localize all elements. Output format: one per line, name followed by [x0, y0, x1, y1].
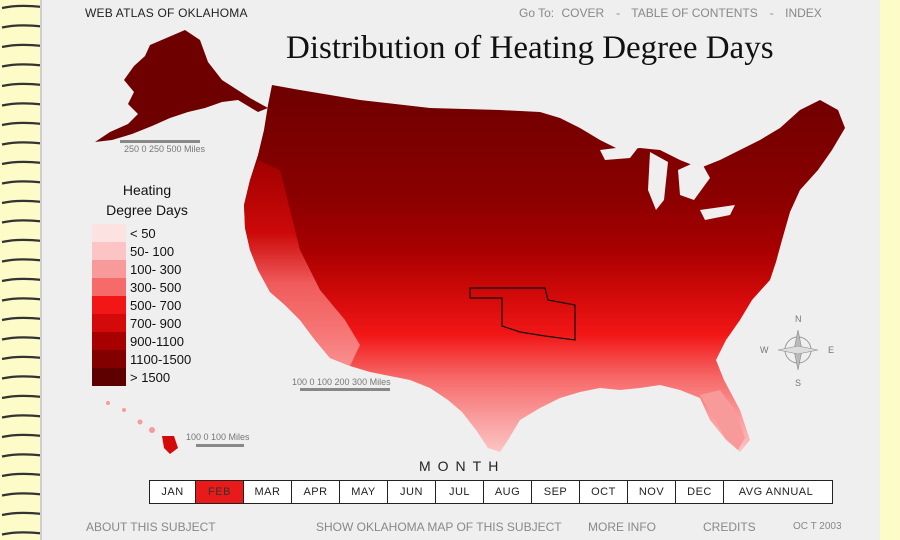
page-edge [880, 0, 900, 540]
month-button-avg-annual[interactable]: AVG ANNUAL [738, 486, 814, 498]
west-coast-region [244, 160, 360, 366]
alaska-scale-bar: 250 0 250 500 Miles [120, 140, 206, 154]
atlas-title: WEB ATLAS OF OKLAHOMA [85, 6, 248, 20]
hawaii-scale-bar: 100 0 100 Miles [186, 432, 250, 447]
nav-separator: - [769, 6, 774, 20]
legend-swatch [92, 314, 126, 332]
month-button-jun[interactable]: JUN [388, 481, 436, 503]
month-button-sep[interactable]: SEP [532, 481, 580, 503]
more-info-link[interactable]: MORE INFO [588, 520, 656, 534]
legend-label: 900-1100 [130, 333, 184, 349]
month-button-aug[interactable]: AUG [484, 481, 532, 503]
legend-swatch [92, 278, 126, 296]
legend-title: Heating Degree Days [92, 180, 202, 220]
about-link[interactable]: ABOUT THIS SUBJECT [86, 520, 216, 534]
month-button-dec[interactable]: DEC [676, 481, 724, 503]
compass-n: N [795, 314, 802, 324]
month-button-jan[interactable]: JAN [150, 481, 196, 503]
legend-item: 900-1100 [92, 332, 212, 350]
legend-title-line1: Heating [122, 182, 172, 198]
great-lakes [600, 145, 735, 220]
alaska-scale-label: 250 0 250 500 Miles [124, 144, 206, 154]
legend-items: < 50 50- 100 100- 300 300- 500 500- 700 700- … [92, 224, 212, 386]
legend-swatch [92, 332, 126, 350]
legend-swatch [92, 224, 126, 242]
month-selector: JAN FEB MAR APR MAY JUN JUL AUG SEP OCT NOV DEC AVG … [149, 480, 833, 504]
month-button-may[interactable]: MAY [340, 481, 388, 503]
goto-nav: Go To: COVER - TABLE OF CONTENTS - INDEX [519, 6, 826, 20]
legend-item: < 50 [92, 224, 212, 242]
legend-item: > 1500 [92, 368, 212, 386]
legend-label: 1100-1500 [130, 351, 192, 367]
legend: Heating Degree Days < 50 50- 100 100- 300 3… [92, 180, 212, 386]
compass-w: W [760, 345, 769, 355]
link-cover[interactable]: COVER [561, 6, 605, 20]
compass-rose-icon: N S E W [760, 314, 834, 388]
legend-swatch [92, 260, 126, 278]
map-title: Distribution of Heating Degree Days [286, 30, 774, 66]
legend-item: 300- 500 [92, 278, 212, 296]
oklahoma-outline [469, 287, 576, 341]
month-button-nov[interactable]: NOV [628, 481, 676, 503]
legend-item: 100- 300 [92, 260, 212, 278]
compass-s: S [795, 378, 801, 388]
footer-bar: ABOUT THIS SUBJECT SHOW OKLAHOMA MAP OF … [86, 520, 880, 534]
legend-item: 50- 100 [92, 242, 212, 260]
nav-separator: - [616, 6, 621, 20]
legend-item: 700- 900 [92, 314, 212, 332]
legend-label: 50- 100 [130, 243, 175, 259]
month-button-jul[interactable]: JUL [436, 481, 484, 503]
top-navigation-bar: WEB ATLAS OF OKLAHOMA Go To: COVER - TABL… [85, 6, 880, 22]
hawaii-scale-label: 100 0 100 Miles [186, 432, 250, 442]
month-button-feb[interactable]: FEB [196, 481, 244, 503]
legend-item: 1100-1500 [92, 350, 212, 368]
legend-swatch [92, 242, 126, 260]
legend-item: 500- 700 [92, 296, 212, 314]
legend-label: 500- 700 [130, 297, 182, 313]
link-index[interactable]: INDEX [785, 6, 822, 20]
legend-label: 300- 500 [130, 279, 182, 295]
conus-scale-label: 100 0 100 200 300 Miles [292, 377, 391, 387]
show-oklahoma-map-link[interactable]: SHOW OKLAHOMA MAP OF THIS SUBJECT [316, 520, 562, 534]
legend-title-line2: Degree Days [106, 202, 188, 218]
month-button-apr[interactable]: APR [292, 481, 340, 503]
legend-swatch [92, 368, 126, 386]
date-label: OC T 2003 [793, 521, 842, 532]
legend-swatch [92, 350, 126, 368]
heating-degree-days-map: 250 0 250 500 Miles 100 0 100 200 300 Mi… [95, 30, 845, 454]
credits-link[interactable]: CREDITS [703, 520, 756, 534]
compass-e: E [828, 345, 834, 355]
goto-label: Go To: [519, 6, 555, 20]
legend-swatch [92, 296, 126, 314]
month-button-oct[interactable]: OCT [580, 481, 628, 503]
hawaii-shapes [106, 401, 178, 454]
legend-label: 100- 300 [130, 261, 182, 277]
conus-scale-bar: 100 0 100 200 300 Miles [292, 377, 391, 391]
alaska-shape [95, 30, 268, 142]
legend-label: < 50 [130, 225, 156, 241]
link-table-of-contents[interactable]: TABLE OF CONTENTS [631, 6, 758, 20]
legend-label: > 1500 [130, 369, 171, 385]
conus-shape [244, 85, 845, 452]
month-label: MONTH [419, 458, 506, 474]
month-button-mar[interactable]: MAR [244, 481, 292, 503]
legend-label: 700- 900 [130, 315, 182, 331]
florida [700, 390, 745, 450]
